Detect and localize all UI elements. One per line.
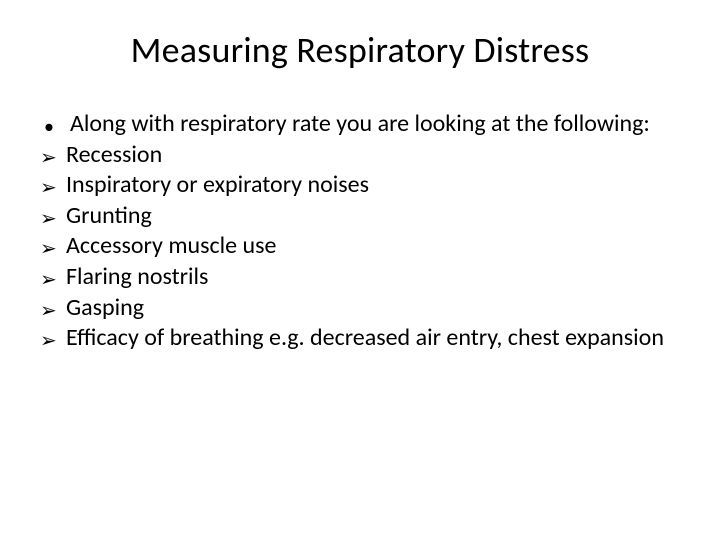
intro-bullet: Along with respiratory rate you are look…: [40, 110, 680, 140]
slide-title: Measuring Respiratory Distress: [40, 28, 680, 72]
list-item: Flaring nostrils: [40, 263, 680, 293]
arrow-icon: [40, 263, 66, 293]
list-item: Grunting: [40, 202, 680, 232]
arrow-icon: [40, 294, 66, 324]
slide-content: Along with respiratory rate you are look…: [40, 110, 680, 354]
list-item: Efficacy of breathing e.g. decreased air…: [40, 324, 680, 354]
arrow-icon: [40, 202, 66, 232]
list-item: Recession: [40, 141, 680, 171]
list-item: Accessory muscle use: [40, 232, 680, 262]
list-item-text: Flaring nostrils: [66, 263, 680, 291]
list-item-text: Grunting: [66, 202, 680, 230]
list-item-text: Gasping: [66, 294, 680, 322]
arrow-icon: [40, 141, 66, 171]
list-item: Inspiratory or expiratory noises: [40, 171, 680, 201]
arrow-icon: [40, 324, 66, 354]
bullet-dot-icon: [40, 110, 70, 140]
list-item-text: Recession: [66, 141, 680, 169]
intro-text: Along with respiratory rate you are look…: [70, 110, 680, 138]
slide: Measuring Respiratory Distress Along wit…: [0, 0, 720, 540]
arrow-icon: [40, 171, 66, 201]
list-item: Gasping: [40, 294, 680, 324]
list-item-text: Accessory muscle use: [66, 232, 680, 260]
arrow-icon: [40, 232, 66, 262]
list-item-text: Inspiratory or expiratory noises: [66, 171, 680, 199]
list-item-text: Efficacy of breathing e.g. decreased air…: [66, 324, 680, 352]
